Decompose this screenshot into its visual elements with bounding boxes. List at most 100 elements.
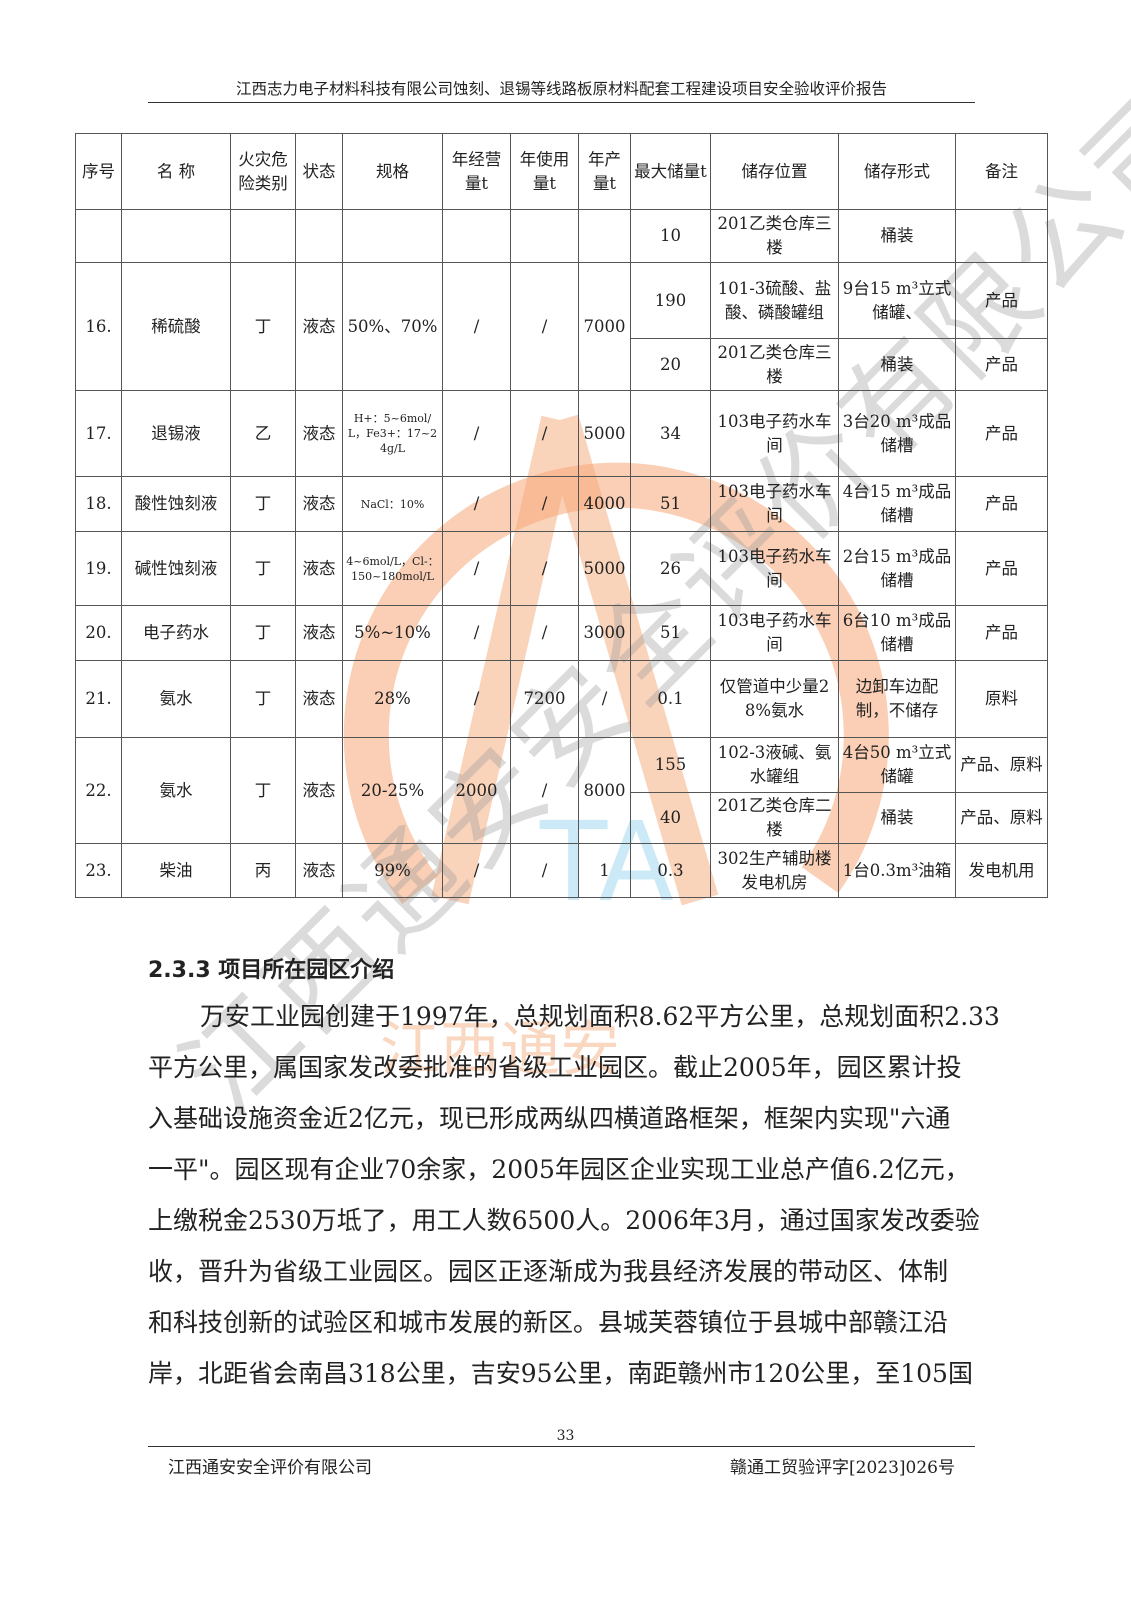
cell-state: 液态 <box>295 843 343 898</box>
cell-note <box>955 209 1048 263</box>
cell-form: 6台10 m³成品储槽 <box>838 605 956 661</box>
cell-loc: 102-3液碱、氨水罐组 <box>710 737 839 793</box>
cell-note: 产品、原料 <box>955 792 1048 844</box>
cell-no: 22. <box>75 737 122 844</box>
cell-prod: / <box>578 660 631 738</box>
cell-no: 21. <box>75 660 122 738</box>
cell-note: 原料 <box>955 660 1048 738</box>
cell-use <box>510 209 579 263</box>
cell-use: / <box>510 476 579 532</box>
cell-spec: 50%、70% <box>342 262 443 391</box>
cell-name: 稀硫酸 <box>121 262 231 391</box>
column-header: 名 称 <box>121 133 231 210</box>
table-row: 20 201乙类仓库三楼 桶装 产品 <box>76 338 1048 391</box>
cell-no: 17. <box>75 390 122 477</box>
cell-no: 19. <box>75 531 122 606</box>
cell-op <box>442 209 511 263</box>
cell-fire: 丙 <box>230 843 296 898</box>
cell-name: 氨水 <box>121 660 231 738</box>
cell-no <box>75 209 122 263</box>
cell-op: / <box>442 660 511 738</box>
cell-loc: 201乙类仓库三楼 <box>710 338 839 391</box>
cell-note: 产品 <box>955 605 1048 661</box>
cell-form: 桶装 <box>838 209 956 263</box>
cell-form: 2台15 m³成品储槽 <box>838 531 956 606</box>
table-row: 23. 柴油丙液态 99% //1 0.3 302生产辅助楼发电机房 1台0.3m³油箱 发电… <box>75 843 1048 898</box>
cell-state: 液态 <box>295 605 343 661</box>
cell-form: 桶装 <box>838 792 956 844</box>
cell-max: 51 <box>630 605 711 661</box>
cell-spec: NaCl：10% <box>342 476 443 532</box>
column-header: 年经营量t <box>442 133 511 210</box>
cell-max: 51 <box>630 476 711 532</box>
table-row: 19. 碱性蚀刻液丁液态 4~6mol/L，Cl-：150~180mol/L //50… <box>75 531 1048 606</box>
cell-use: / <box>510 605 579 661</box>
cell-loc: 201乙类仓库二楼 <box>710 792 839 844</box>
cell-name: 柴油 <box>121 843 231 898</box>
column-header: 储存位置 <box>710 133 839 210</box>
column-header: 序号 <box>75 133 122 210</box>
column-header: 储存形式 <box>838 133 956 210</box>
cell-state: 液态 <box>295 390 343 477</box>
footer-doc-number: 赣通工贸验评字[2023]026号 <box>730 1458 955 1478</box>
section-heading: 2.3.3 项目所在园区介绍 <box>148 958 395 983</box>
cell-form: 桶装 <box>838 338 956 391</box>
cell-note: 产品 <box>955 262 1048 339</box>
paragraph-line: 收，晋升为省级工业园区。园区正逐渐成为我县经济发展的带动区、体制 <box>148 1257 949 1286</box>
table-header-row: 序号名 称火灾危险类别 状态 规格 年经营量t 年使用量t 年产量t 最大储量t 储存位置 储存… <box>75 133 1048 210</box>
paragraph-line: 上缴税金2530万坻了，用工人数6500人。2006年3月，通过国家发改委验 <box>148 1206 980 1235</box>
column-header: 规格 <box>342 133 443 210</box>
cell-state: 液态 <box>295 660 343 738</box>
cell-note: 产品 <box>955 476 1048 532</box>
cell-prod: 5000 <box>578 531 631 606</box>
page-footer: 江西通安安全评价有限公司 赣通工贸验评字[2023]026号 <box>148 1446 975 1478</box>
table-row: 22. 氨水丁液态 20-25% 2000/8000 155 102-3液碱、氨水罐组 4台… <box>75 737 1048 844</box>
column-header: 年产量t <box>578 133 631 210</box>
cell-form: 3台20 m³成品储槽 <box>838 390 956 477</box>
page-number: 33 <box>556 1428 575 1444</box>
cell-loc: 103电子药水车间 <box>710 476 839 532</box>
cell-op: / <box>442 531 511 606</box>
cell-name: 酸性蚀刻液 <box>121 476 231 532</box>
column-header: 最大储量t <box>630 133 711 210</box>
cell-note: 产品 <box>955 531 1048 606</box>
table-row: 18. 酸性蚀刻液丁液态 NaCl：10% //4000 51 103电子药水车间 4台15… <box>75 476 1048 532</box>
table-row: 16. 稀硫酸丁液态 50%、70% //7000 190 101-3硫酸、盐酸、磷酸罐组… <box>75 262 1048 391</box>
cell-name: 氨水 <box>121 737 231 844</box>
cell-loc: 101-3硫酸、盐酸、磷酸罐组 <box>710 262 839 339</box>
cell-max: 26 <box>630 531 711 606</box>
cell-loc: 302生产辅助楼发电机房 <box>710 843 839 898</box>
cell-fire: 丁 <box>230 531 296 606</box>
cell-max: 0.3 <box>630 843 711 898</box>
cell-spec <box>342 209 443 263</box>
cell-use: / <box>510 531 579 606</box>
cell-form: 1台0.3m³油箱 <box>838 843 956 898</box>
cell-name: 电子药水 <box>121 605 231 661</box>
cell-spec: H+：5~6mol/L，Fe3+：17~24g/L <box>342 390 443 477</box>
cell-use: 7200 <box>510 660 579 738</box>
cell-note: 产品 <box>955 390 1048 477</box>
cell-prod <box>578 209 631 263</box>
cell-max: 155 <box>630 737 711 793</box>
cell-prod: 7000 <box>578 262 631 391</box>
column-header: 火灾危险类别 <box>230 133 296 210</box>
table-row: 17. 退锡液乙液态 H+：5~6mol/L，Fe3+：17~24g/L //5000… <box>75 390 1048 477</box>
cell-spec: 5%~10% <box>342 605 443 661</box>
section-paragraph: 万安工业园创建于1997年，总规划面积8.62平方公里，总规划面积2.33 平方公… <box>148 997 1000 1405</box>
cell-loc: 103电子药水车间 <box>710 390 839 477</box>
cell-use: / <box>510 262 579 391</box>
cell-max: 40 <box>630 792 711 844</box>
column-header: 年使用量t <box>510 133 579 210</box>
cell-state: 液态 <box>295 531 343 606</box>
cell-fire: 乙 <box>230 390 296 477</box>
cell-note: 产品 <box>955 338 1048 391</box>
cell-form: 4台15 m³成品储槽 <box>838 476 956 532</box>
cell-name: 碱性蚀刻液 <box>121 531 231 606</box>
cell-state: 液态 <box>295 737 343 844</box>
cell-loc: 仅管道中少量28%氨水 <box>710 660 839 738</box>
paragraph-line: 一平"。园区现有企业70余家，2005年园区企业实现工业总产值6.2亿元， <box>148 1155 970 1184</box>
paragraph-line: 岸，北距省会南昌318公里，吉安95公里，南距赣州市120公里，至105国 <box>148 1359 973 1388</box>
table-row: 10 201乙类仓库三楼 桶装 <box>75 209 1048 263</box>
cell-no: 23. <box>75 843 122 898</box>
cell-form: 边卸车边配制，不储存 <box>838 660 956 738</box>
